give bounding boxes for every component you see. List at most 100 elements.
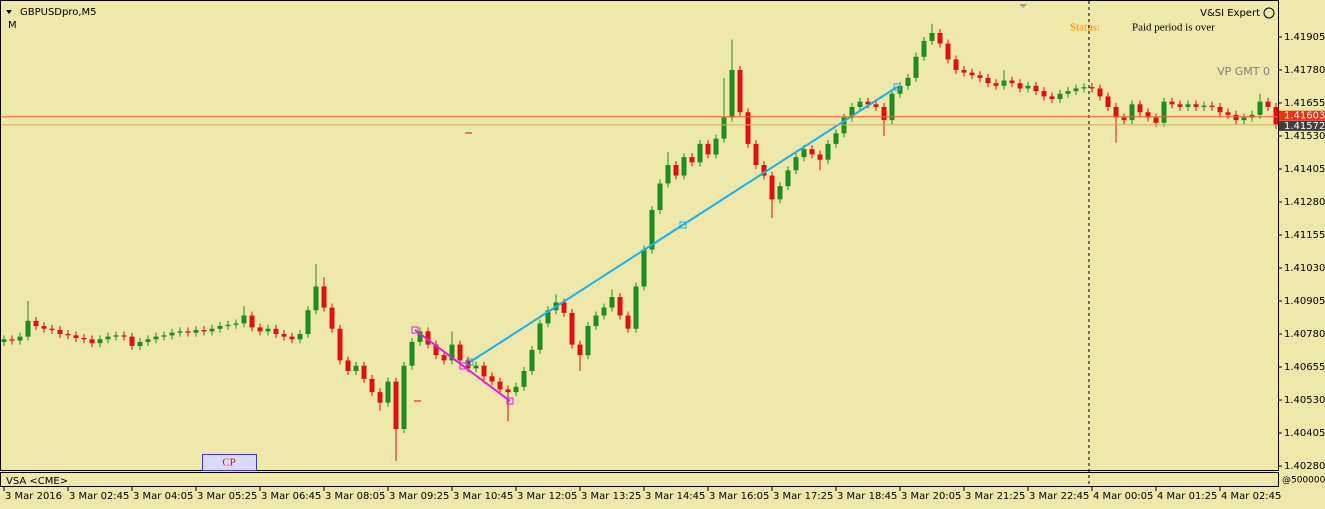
candle-body xyxy=(153,336,159,340)
candle-body xyxy=(1097,88,1103,97)
x-tick-label: 3 Mar 20:05 xyxy=(901,491,961,502)
x-tick-label: 3 Mar 05:25 xyxy=(197,491,257,502)
candle-body xyxy=(321,286,327,308)
candle-body xyxy=(985,77,991,84)
expert-name: V&SI Expert xyxy=(1200,8,1260,19)
candle-body xyxy=(673,165,679,176)
candle-body xyxy=(889,93,895,121)
candle-body xyxy=(1057,93,1063,100)
candle-body xyxy=(225,324,231,327)
candle-body xyxy=(9,339,15,341)
candle-body xyxy=(81,337,87,340)
candle-body xyxy=(1025,85,1031,89)
trend-anchor[interactable] xyxy=(506,397,514,405)
candle-body xyxy=(489,376,495,382)
x-tick-label: 3 Mar 18:45 xyxy=(837,491,897,502)
candle-body xyxy=(697,143,703,163)
candle-body xyxy=(633,286,639,329)
candle-body xyxy=(825,143,831,160)
candle-body xyxy=(481,365,487,377)
candle-body xyxy=(625,315,631,329)
trend-anchor[interactable] xyxy=(466,358,474,366)
candle-body xyxy=(233,323,239,325)
candle-body xyxy=(257,327,263,332)
candle-body xyxy=(73,335,79,338)
candle-body xyxy=(57,330,63,335)
candle-body xyxy=(449,344,455,361)
y-tick-label: 1.40405 xyxy=(1284,428,1325,439)
trend-anchor[interactable] xyxy=(459,362,467,370)
bid-label-box xyxy=(1279,120,1325,131)
indicator-label: VSA <CME> xyxy=(6,476,68,487)
trend-line[interactable] xyxy=(414,329,511,402)
candle-body xyxy=(1081,87,1087,89)
trend-anchor[interactable] xyxy=(411,326,419,334)
candle-body xyxy=(329,307,335,329)
candle-body xyxy=(873,104,879,107)
candle-body xyxy=(809,149,815,155)
candle-body xyxy=(89,339,95,344)
y-tick-label: 1.40530 xyxy=(1284,395,1325,406)
candle-body xyxy=(665,165,671,184)
candle-body xyxy=(729,69,735,118)
candle-body xyxy=(249,315,255,328)
button-label[interactable]: CP xyxy=(222,457,235,469)
candle-body xyxy=(1001,80,1007,86)
candle-body xyxy=(561,302,567,313)
candle-body xyxy=(1177,104,1183,107)
y-tick-label: 1.40905 xyxy=(1284,296,1325,307)
candle-body xyxy=(385,381,391,403)
menu-arrow[interactable] xyxy=(6,10,12,14)
candle-body xyxy=(417,331,423,342)
candle-body xyxy=(369,378,375,393)
cp-button[interactable]: CP xyxy=(202,454,257,471)
y-tick-label: 1.41405 xyxy=(1284,164,1325,175)
candle-body xyxy=(1145,112,1151,118)
candle-body xyxy=(177,331,183,333)
candle-body xyxy=(617,297,623,316)
candle-body xyxy=(905,77,911,86)
button-frame[interactable] xyxy=(202,454,257,471)
expert-icon[interactable] xyxy=(1263,7,1275,19)
candle-body xyxy=(529,349,535,371)
candle-body xyxy=(585,326,591,356)
candle-body xyxy=(169,332,175,336)
status-label: Status: xyxy=(1070,22,1100,34)
candle-body xyxy=(361,365,367,379)
candle-body xyxy=(801,149,807,158)
candle-body xyxy=(505,389,511,393)
trend-line[interactable] xyxy=(469,86,898,363)
trend-anchor[interactable] xyxy=(893,83,901,91)
y-tick-label: 1.41905 xyxy=(1284,32,1325,43)
candle-body xyxy=(465,360,471,369)
candle-body xyxy=(121,335,127,337)
candle-body xyxy=(537,323,543,350)
candle-body xyxy=(209,328,215,332)
y-tick-label: 1.41655 xyxy=(1284,98,1325,109)
candle-body xyxy=(1073,88,1079,92)
candle-body xyxy=(1169,101,1175,105)
candle-body xyxy=(1209,105,1215,107)
candle-body xyxy=(713,138,719,155)
y-tick-label: 1.40655 xyxy=(1284,362,1325,373)
candle-body xyxy=(1233,114,1239,121)
trend-anchor[interactable] xyxy=(679,221,687,229)
x-tick-label: 3 Mar 17:25 xyxy=(773,491,833,502)
candle-body xyxy=(113,335,119,337)
candle-body xyxy=(377,392,383,403)
candle-body xyxy=(1049,96,1055,100)
candle-body xyxy=(1113,106,1119,118)
candle-body xyxy=(961,69,967,73)
candle-body xyxy=(1161,101,1167,123)
candle-body xyxy=(1009,80,1015,84)
candle-body xyxy=(129,336,135,346)
candle-body xyxy=(881,106,887,121)
candle-body xyxy=(753,143,759,166)
candle-body xyxy=(705,143,711,155)
candle-body xyxy=(353,365,359,371)
candle-body xyxy=(745,112,751,144)
x-tick-label: 3 Mar 12:05 xyxy=(517,491,577,502)
y-tick-label: 1.41155 xyxy=(1284,230,1325,241)
candle-body xyxy=(777,186,783,200)
